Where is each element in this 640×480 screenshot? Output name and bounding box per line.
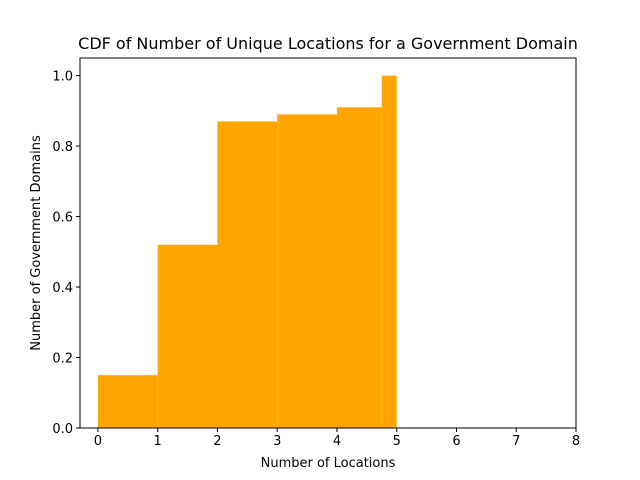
y-tick-label: 0.4 — [52, 281, 73, 296]
x-tick-label: 0 — [94, 434, 102, 449]
bars-group — [97, 75, 397, 428]
bar-2 — [217, 121, 278, 428]
bar-0 — [97, 375, 158, 428]
x-tick-label: 3 — [273, 434, 281, 449]
x-tick-label: 2 — [213, 434, 221, 449]
bar-4 — [336, 107, 382, 428]
plot-frame — [79, 57, 577, 429]
y-tick-label: 1.0 — [52, 70, 73, 85]
y-axis-label: Number of Government Domains — [29, 135, 44, 351]
y-tick-label: 0.6 — [52, 211, 73, 226]
y-tick-label: 0.8 — [52, 140, 73, 155]
bar-5 — [381, 75, 397, 428]
x-tick-label: 8 — [572, 434, 580, 449]
bar-1 — [157, 244, 218, 428]
y-tick-label: 0.2 — [52, 352, 73, 367]
x-axis-label: Number of Locations — [261, 456, 396, 471]
x-tick-label: 7 — [512, 434, 520, 449]
y-axis-ticks: 0.0 0.2 0.4 0.6 0.8 1.0 — [52, 70, 80, 437]
x-axis-ticks: 0 1 2 3 4 5 6 7 8 — [94, 428, 580, 449]
bar-3 — [277, 114, 337, 428]
x-tick-label: 5 — [393, 434, 401, 449]
y-tick-label: 0.0 — [52, 422, 73, 437]
x-tick-label: 4 — [333, 434, 341, 449]
chart-title: CDF of Number of Unique Locations for a … — [78, 34, 578, 53]
x-tick-label: 1 — [154, 434, 162, 449]
x-tick-label: 6 — [452, 434, 460, 449]
